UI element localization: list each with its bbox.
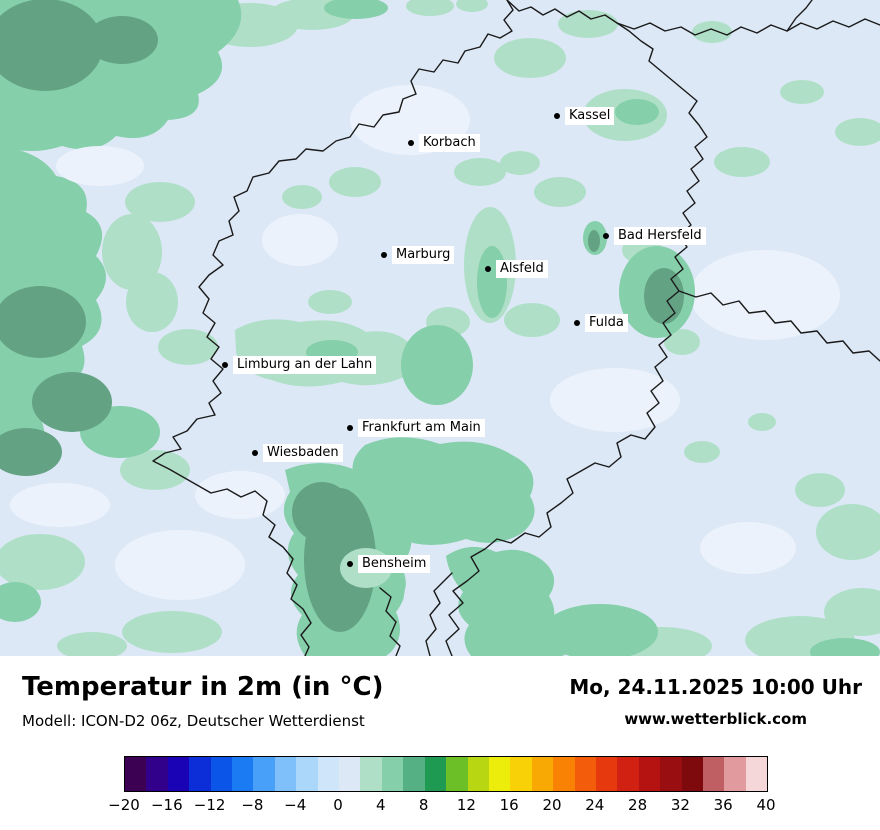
colorbar-cell <box>510 757 532 791</box>
colorbar-tick-label: −20 <box>108 796 140 814</box>
colorbar-cell <box>253 757 275 791</box>
colorbar <box>124 756 768 792</box>
colorbar-cell <box>638 757 661 791</box>
colorbar-tick-label: 12 <box>456 796 476 814</box>
colorbar-cell <box>210 757 233 791</box>
city-dot-icon <box>574 320 580 326</box>
city-marker: Limburg an der Lahn <box>222 356 377 374</box>
model-info: Modell: ICON-D2 06z, Deutscher Wetterdie… <box>22 712 365 730</box>
colorbar-tick-label: 16 <box>499 796 519 814</box>
colorbar-cell <box>381 757 404 791</box>
temperature-map-graphic <box>0 0 880 656</box>
footer: Temperatur in 2m (in °C) Modell: ICON-D2… <box>0 656 880 830</box>
colorbar-cell <box>467 757 489 791</box>
colorbar-tick-label: 4 <box>376 796 386 814</box>
colorbar-tick-label: 28 <box>628 796 648 814</box>
city-label: Limburg an der Lahn <box>233 356 377 374</box>
city-marker: Wiesbaden <box>252 444 343 462</box>
page-title: Temperatur in 2m (in °C) <box>22 672 384 702</box>
city-dot-icon <box>347 425 353 431</box>
colorbar-tick-label: −4 <box>284 796 307 814</box>
colorbar-cell <box>232 757 254 791</box>
colorbar-cell <box>617 757 639 791</box>
colorbar-cell <box>660 757 682 791</box>
colorbar-tick-label: −16 <box>150 796 183 814</box>
colorbar-cell <box>125 757 147 791</box>
colorbar-tick-label: 24 <box>585 796 605 814</box>
colorbar-cell <box>446 757 468 791</box>
city-label: Bensheim <box>358 555 431 573</box>
colorbar-tick-label: −12 <box>193 796 226 814</box>
city-marker: Fulda <box>574 314 628 332</box>
city-marker: Marburg <box>381 246 455 264</box>
city-marker: Bensheim <box>347 555 431 573</box>
colorbar-cell <box>167 757 190 791</box>
city-label: Alsfeld <box>496 260 548 278</box>
city-dot-icon <box>485 266 491 272</box>
colorbar-cell <box>531 757 554 791</box>
city-label: Korbach <box>419 134 480 152</box>
city-marker: Frankfurt am Main <box>347 419 485 437</box>
city-dot-icon <box>408 140 414 146</box>
city-dot-icon <box>603 233 609 239</box>
colorbar-cell <box>488 757 511 791</box>
city-label: Wiesbaden <box>263 444 343 462</box>
colorbar-cell <box>403 757 425 791</box>
state-borders <box>152 0 880 656</box>
city-label: Bad Hersfeld <box>614 227 706 245</box>
colorbar-tick-label: 0 <box>333 796 343 814</box>
colorbar-cell <box>681 757 703 791</box>
city-dot-icon <box>381 252 387 258</box>
city-dot-icon <box>554 113 560 119</box>
colorbar-cell <box>189 757 211 791</box>
colorbar-tick-label: 40 <box>756 796 776 814</box>
website-url: www.wetterblick.com <box>624 710 807 728</box>
city-dot-icon <box>222 362 228 368</box>
city-marker: Bad Hersfeld <box>603 227 706 245</box>
city-label: Marburg <box>392 246 455 264</box>
city-label: Fulda <box>585 314 628 332</box>
city-label: Kassel <box>565 107 615 125</box>
colorbar-tick-label: 20 <box>542 796 562 814</box>
dark-green-layer <box>0 0 684 632</box>
colorbar-cell <box>317 757 340 791</box>
city-marker: Korbach <box>408 134 480 152</box>
city-dot-icon <box>347 561 353 567</box>
colorbar-cell <box>339 757 361 791</box>
colorbar-ticks: −20 −16 −12 −8 −4 0 4 8 12 16 20 24 28 32 36 40 <box>108 796 775 816</box>
colorbar-cell <box>424 757 447 791</box>
colorbar-cell <box>702 757 725 791</box>
colorbar-cell <box>146 757 168 791</box>
colorbar-cell <box>724 757 746 791</box>
colorbar-cell <box>274 757 297 791</box>
colorbar-cell <box>574 757 596 791</box>
colorbar-cell <box>296 757 318 791</box>
colorbar-tick-label: −8 <box>241 796 264 814</box>
city-marker: Alsfeld <box>485 260 548 278</box>
footer-right-column: Mo, 24.11.2025 10:00 Uhr www.wetterblick… <box>569 675 862 728</box>
city-marker: Kassel <box>554 107 615 125</box>
colorbar-cell <box>595 757 618 791</box>
temperature-map: Kassel Korbach Bad Hersfeld Marburg Alsfeld F… <box>0 0 880 656</box>
colorbar-tick-label: 32 <box>670 796 690 814</box>
city-dot-icon <box>252 450 258 456</box>
forecast-datetime: Mo, 24.11.2025 10:00 Uhr <box>569 675 862 699</box>
colorbar-cell <box>360 757 382 791</box>
colorbar-cell <box>553 757 575 791</box>
colorbar-cell <box>745 757 768 791</box>
colorbar-tick-label: 8 <box>418 796 429 814</box>
city-label: Frankfurt am Main <box>358 419 485 437</box>
colorbar-tick-label: 36 <box>713 796 733 814</box>
city-layer: Kassel Korbach Bad Hersfeld Marburg Alsfeld F… <box>222 107 706 573</box>
